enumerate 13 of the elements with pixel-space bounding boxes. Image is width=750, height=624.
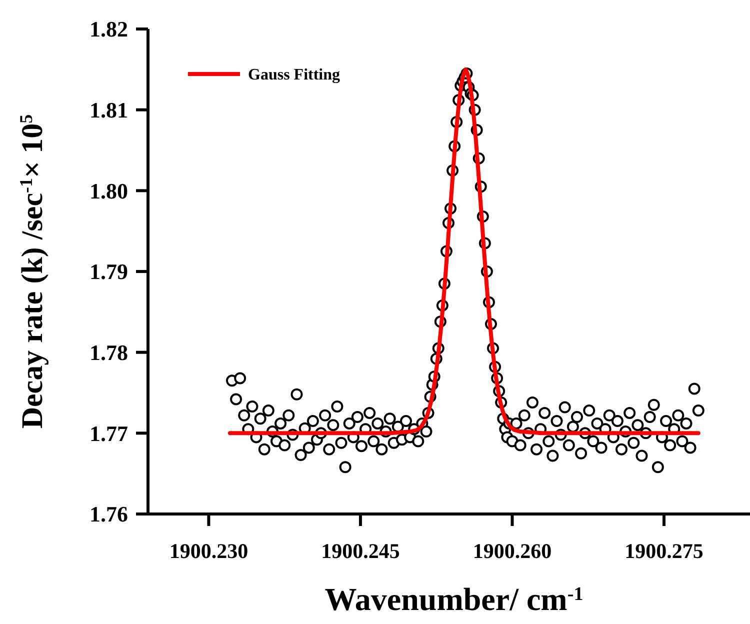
y-tick-label: 1.79 — [90, 259, 128, 284]
x-tick-label: 1900.260 — [472, 539, 552, 563]
y-tick-label: 1.80 — [90, 178, 128, 204]
y-tick-label: 1.81 — [90, 98, 128, 123]
y-tick-label: 1.78 — [90, 340, 128, 366]
x-tick-label: 1900.230 — [169, 539, 248, 563]
y-tick-label: 1.77 — [90, 420, 128, 446]
y-tick-label: 1.76 — [90, 502, 128, 527]
x-tick-label: 1900.245 — [321, 539, 400, 563]
legend-label: Gauss Fitting — [248, 66, 340, 84]
x-axis-title: Wavenumber/ cm$^{-1}$ — [324, 581, 584, 617]
x-tick-label: 1900.275 — [624, 539, 704, 563]
y-tick-label: 1.82 — [90, 16, 128, 42]
